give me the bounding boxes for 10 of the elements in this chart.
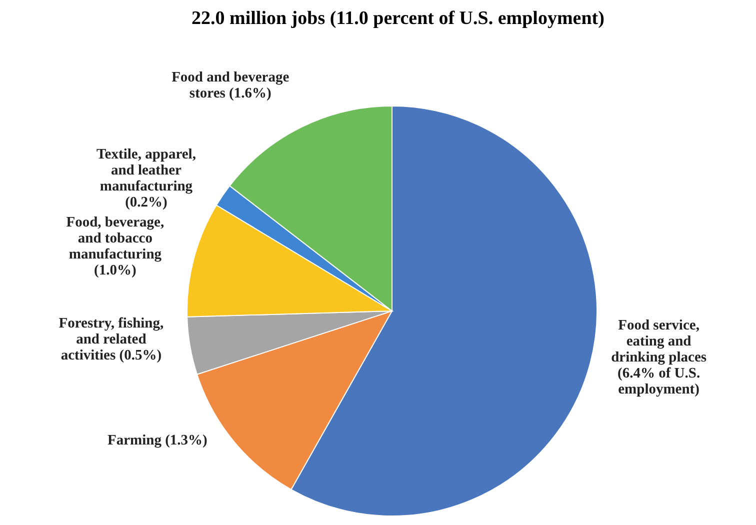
slice-label: Food, beverage, and tobacco manufacturing <box>66 214 164 262</box>
slice-label: Food and beverage stores (1.6%) <box>172 69 290 102</box>
slice-label: Forestry, fishing, and related activities (0.5%) <box>58 315 164 364</box>
slice-label: Farming (1.3%) <box>108 432 208 449</box>
data-label: (6.4% of U.S. employment) <box>618 366 700 398</box>
data-label: (1.0%) <box>94 262 136 278</box>
slice-label: Textile, apparel, and leather manufacturing <box>96 146 196 194</box>
chart-title: 22.0 million jobs (11.0 percent of U.S. employment) <box>190 8 606 30</box>
slice-label: Food service, eating and drinking places <box>611 318 707 366</box>
data-label: (0.2%) <box>125 194 168 210</box>
